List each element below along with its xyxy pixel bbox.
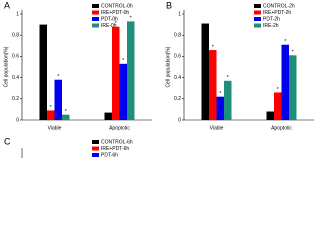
bar	[119, 63, 127, 120]
bar	[54, 79, 62, 120]
bar	[209, 50, 217, 120]
panel-label: C	[4, 136, 11, 146]
legend-label: PDT-6h	[101, 152, 118, 158]
x-tick-label: Apoptotic	[109, 125, 130, 131]
bar	[281, 44, 289, 120]
y-tick-label: 0.6	[12, 54, 19, 60]
bar	[104, 112, 112, 120]
significance-marker: *	[50, 105, 52, 111]
bar	[39, 24, 47, 121]
legend-label: CONTROL-0h	[101, 3, 133, 9]
significance-marker: *	[65, 109, 67, 115]
y-tick-label: 0.8	[174, 33, 181, 39]
y-tick-label: 0.4	[12, 75, 19, 81]
significance-marker: *	[292, 50, 294, 56]
significance-marker: *	[227, 75, 229, 81]
significance-marker: *	[57, 74, 59, 80]
significance-marker: *	[115, 21, 117, 27]
significance-marker: *	[284, 39, 286, 45]
y-tick-label: 0.2	[174, 96, 181, 102]
significance-marker: *	[219, 91, 221, 97]
bar	[289, 55, 297, 121]
bar	[266, 111, 274, 120]
y-tick-label: 0	[16, 117, 19, 123]
legend-swatch	[254, 17, 261, 21]
bar	[274, 92, 282, 120]
y-tick-label: 0	[178, 117, 181, 123]
legend-label: IRE-2h	[263, 23, 279, 29]
bar	[62, 114, 70, 120]
significance-marker: *	[122, 58, 124, 64]
legend-swatch	[92, 10, 99, 15]
y-tick-label: 1	[16, 11, 19, 17]
y-tick-label: 0.6	[174, 54, 181, 60]
legend-swatch	[254, 4, 261, 8]
y-tick-label: 0.2	[12, 96, 19, 102]
x-tick-label: Viable	[48, 125, 62, 131]
bar	[47, 110, 55, 120]
legend-swatch	[254, 10, 261, 15]
legend-swatch	[92, 146, 99, 151]
legend-label: PDT-0h	[101, 16, 118, 22]
legend-swatch	[92, 153, 99, 157]
significance-marker: *	[212, 44, 214, 50]
significance-marker: *	[277, 87, 279, 93]
legend-swatch	[254, 23, 261, 28]
bar	[224, 80, 232, 120]
legend-label: IRE+PDT-6h	[101, 146, 129, 152]
panel-label: B	[166, 0, 172, 10]
significance-marker: *	[130, 16, 132, 22]
y-axis-label: Cell population(%)	[165, 46, 171, 87]
bar	[112, 26, 120, 120]
y-tick-label: 0.4	[174, 75, 181, 81]
bar	[127, 21, 135, 121]
legend-swatch	[92, 17, 99, 21]
y-tick-label: 1	[178, 11, 181, 17]
x-tick-label: Apoptotic	[271, 125, 292, 131]
bar	[201, 23, 209, 120]
legend-swatch	[92, 140, 99, 144]
y-axis-label: Cell population(%)	[3, 46, 9, 87]
legend-swatch	[92, 23, 99, 28]
x-tick-label: Viable	[210, 125, 224, 131]
bar	[216, 96, 224, 120]
legend-label: IRE+PDT-0h	[101, 10, 129, 16]
legend-label: IRE+PDT-2h	[263, 10, 291, 16]
panel-label: A	[4, 0, 10, 10]
y-tick-label: 0.8	[12, 33, 19, 39]
legend-label: IRE-0h	[101, 23, 117, 29]
legend-label: CONTROL-2h	[263, 3, 295, 9]
legend-label: PDT-2h	[263, 16, 280, 22]
legend-label: CONTROL-6h	[101, 139, 133, 145]
legend-swatch	[92, 4, 99, 8]
